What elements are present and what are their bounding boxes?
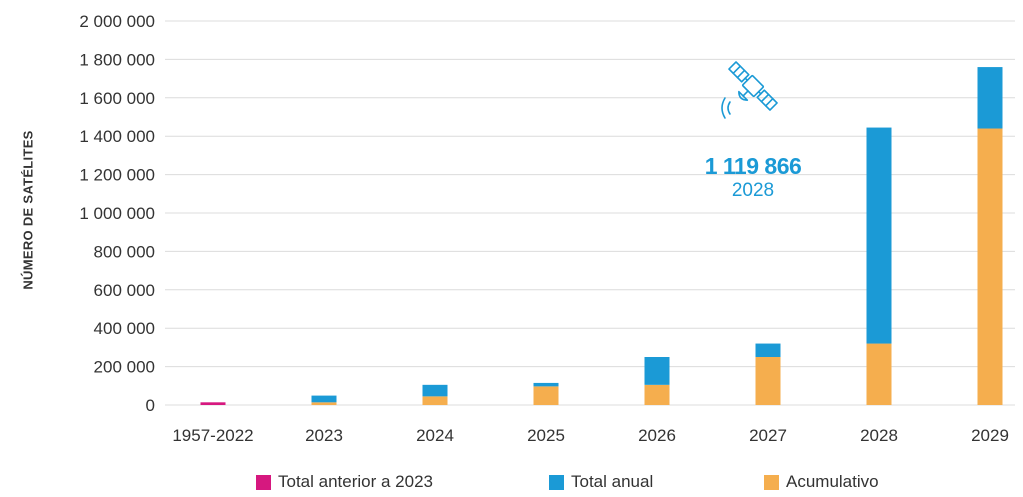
bar-total-anual-2029	[977, 67, 1003, 129]
y-tick-label: 800 000	[94, 242, 155, 261]
legend-swatch	[764, 474, 779, 490]
x-tick-label: 2028	[860, 426, 898, 445]
y-tick-label: 1 400 000	[79, 127, 155, 146]
x-tick-label: 2023	[305, 426, 343, 445]
bar-acumulativo-2028	[866, 343, 892, 405]
bar-acumulativo-2026	[644, 384, 670, 405]
bars	[200, 67, 1003, 405]
x-tick-label: 2027	[749, 426, 787, 445]
bar-total-anual-2026	[644, 357, 670, 385]
chart: 0 200 000 400 000 600 000 800 000 1 000 000 1 …	[79, 12, 1015, 445]
y-axis-label-container: NÚMERO DE SATÉLITES	[8, 0, 48, 420]
x-tick-labels: 1957-2022 2023 2024 2025 2026 2027 2028 2029	[172, 426, 1009, 445]
legend-item-acumulativo: Acumulativo	[764, 472, 879, 492]
x-tick-label: 2025	[527, 426, 565, 445]
legend-label: Acumulativo	[786, 472, 879, 491]
bar-total-anual-2023	[311, 395, 337, 403]
legend: Total anterior a 2023 Total anual Acumul…	[0, 472, 1023, 496]
annotation-value: 1 119 866	[704, 153, 802, 179]
bar-total-anterior-a-2023-1957-2022	[200, 402, 226, 405]
bar-total-anual-2027	[755, 343, 781, 357]
y-tick-label: 1 000 000	[79, 204, 155, 223]
y-tick-label: 1 200 000	[79, 166, 155, 185]
y-tick-labels: 0 200 000 400 000 600 000 800 000 1 000 000 1 …	[79, 12, 155, 415]
y-tick-label: 1 600 000	[79, 89, 155, 108]
satellite-icon	[721, 61, 778, 119]
annotation: 1 119 866 2028	[683, 152, 823, 202]
bar-total-anual-2025	[533, 382, 559, 387]
y-tick-label: 400 000	[94, 319, 155, 338]
bar-acumulativo-2027	[755, 357, 781, 405]
x-tick-label: 1957-2022	[172, 426, 253, 445]
x-tick-label: 2029	[971, 426, 1009, 445]
bar-acumulativo-2024	[422, 396, 448, 405]
x-tick-label: 2024	[416, 426, 454, 445]
x-tick-label: 2026	[638, 426, 676, 445]
y-tick-label: 0	[146, 396, 155, 415]
bar-acumulativo-2025	[533, 386, 559, 405]
y-tick-label: 2 000 000	[79, 12, 155, 31]
bar-total-anual-2024	[422, 384, 448, 397]
y-tick-label: 200 000	[94, 358, 155, 377]
gridlines	[165, 20, 1015, 406]
y-tick-label: 1 800 000	[79, 50, 155, 69]
y-tick-label: 600 000	[94, 281, 155, 300]
legend-swatch	[549, 474, 564, 490]
legend-label: Total anual	[571, 472, 654, 491]
bar-total-anual-2028	[866, 127, 892, 344]
y-axis-label: NÚMERO DE SATÉLITES	[20, 130, 36, 290]
legend-swatch	[256, 474, 271, 490]
legend-label: Total anterior a 2023	[278, 472, 433, 491]
legend-item-total-anterior: Total anterior a 2023	[256, 472, 433, 492]
bar-acumulativo-2029	[977, 128, 1003, 405]
annotation-label: 2028	[731, 180, 775, 201]
bar-acumulativo-2023	[311, 402, 337, 405]
legend-item-total-anual: Total anual	[549, 472, 653, 492]
